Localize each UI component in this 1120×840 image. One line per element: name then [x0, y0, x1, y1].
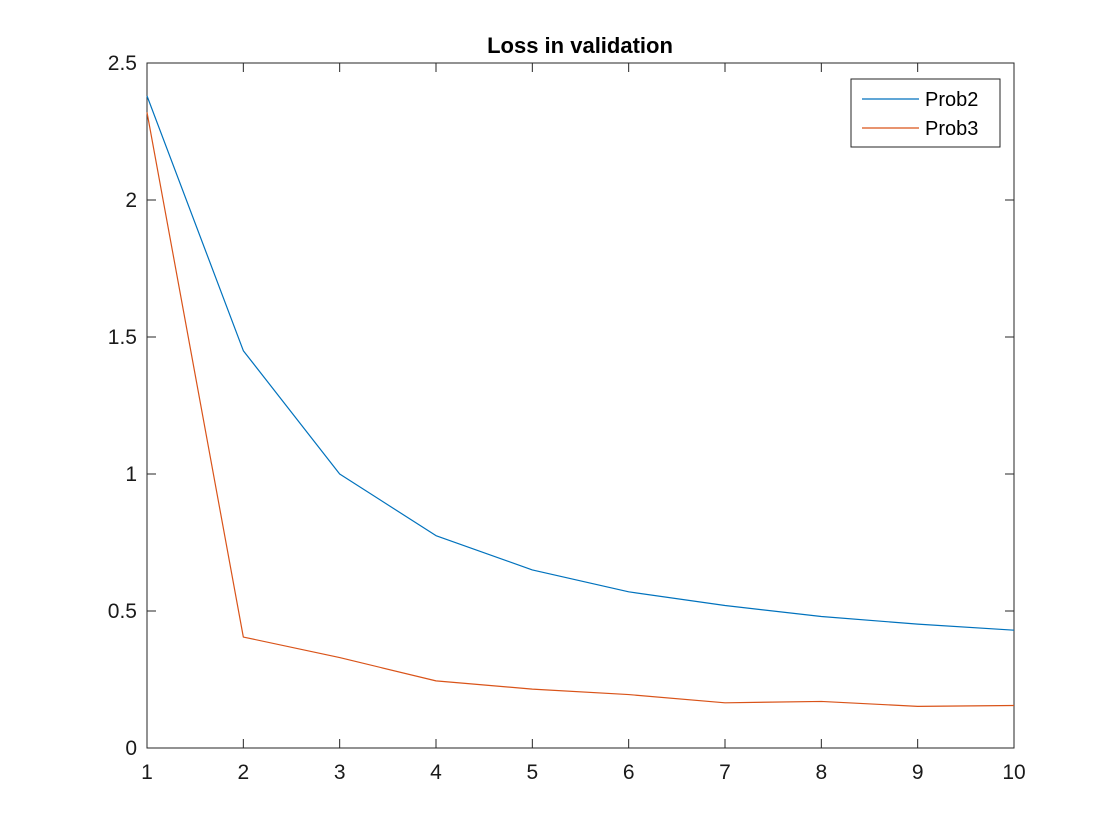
x-tick-label: 3	[334, 761, 346, 784]
legend-label-prob3: Prob3	[925, 118, 978, 140]
y-tick-label: 0	[125, 737, 137, 760]
y-tick-label: 1	[125, 463, 137, 486]
series-line-prob2	[146, 95, 1015, 631]
legend-box	[850, 78, 1001, 148]
y-tick-label: 2.5	[108, 52, 137, 75]
x-tick-label: 8	[815, 761, 827, 784]
y-tick-label: 2	[125, 189, 137, 212]
x-tick-label: 9	[912, 761, 924, 784]
axes-box	[146, 62, 1015, 749]
plot-area: 1 2 3 4 5 6 7 8 9 10 0 0.5 1 1.5 2 2.5 Prob2 Prob3	[108, 52, 1026, 784]
x-tick-label: 2	[237, 761, 249, 784]
y-tick-label: 1.5	[108, 326, 137, 349]
y-tick-label: 0.5	[108, 600, 137, 623]
x-tick-label: 1	[141, 761, 153, 784]
x-tick-label: 4	[430, 761, 442, 784]
x-tick-label: 5	[526, 761, 538, 784]
chart-title: Loss in validation	[487, 33, 673, 58]
series-line-prob3	[146, 112, 1015, 707]
x-tick-label: 10	[1002, 761, 1025, 784]
x-tick-label: 6	[623, 761, 635, 784]
legend-label-prob2: Prob2	[925, 89, 978, 111]
x-tick-label: 7	[719, 761, 731, 784]
